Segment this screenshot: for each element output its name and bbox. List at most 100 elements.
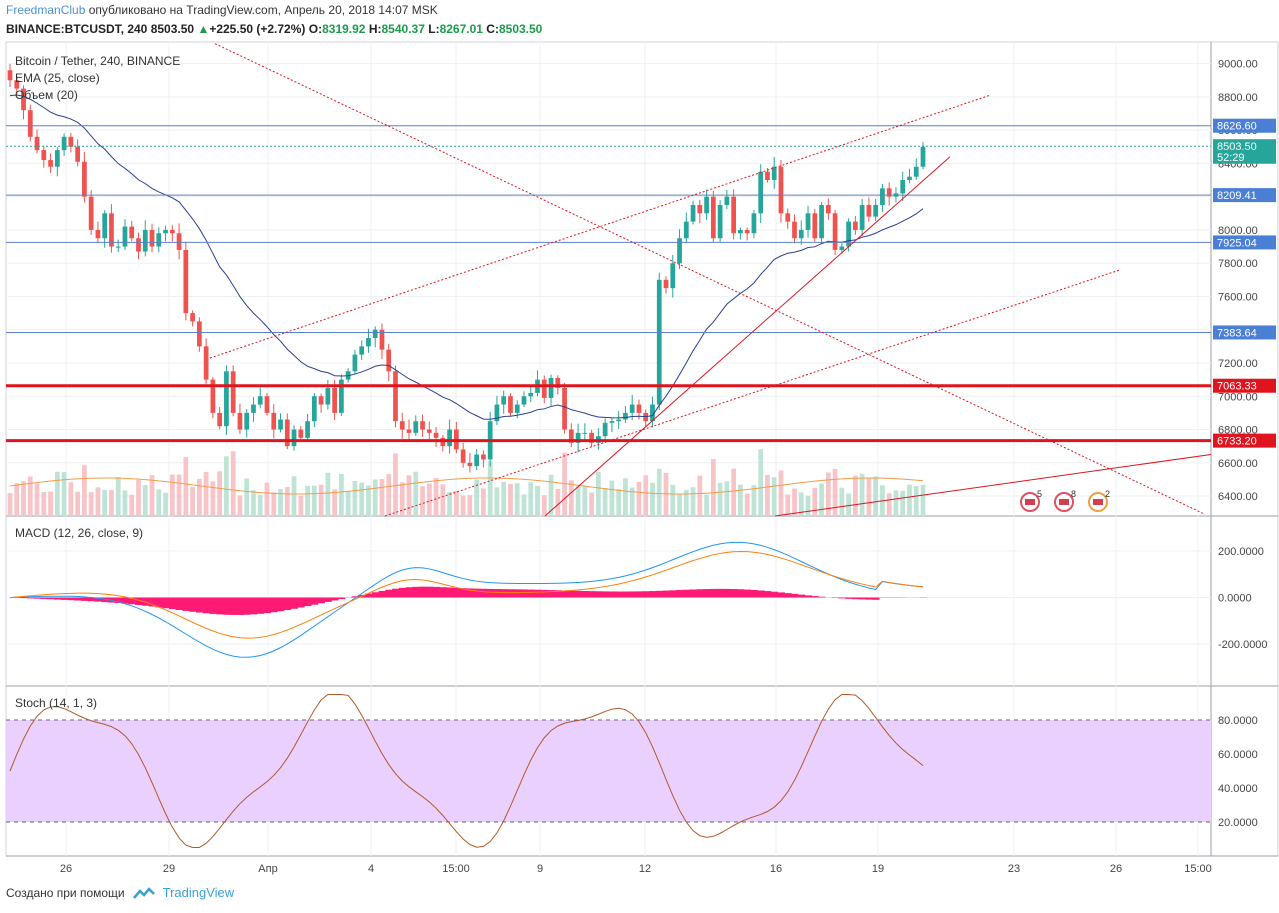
volume-bar <box>366 485 371 516</box>
publish-info: FreedmanClub опубликовано на TradingView… <box>6 3 438 17</box>
volume-bar <box>352 480 358 516</box>
legend-title: Bitcoin / Tether, 240, BINANCE <box>15 54 181 68</box>
candle-body <box>751 213 757 234</box>
volume-bar <box>825 472 831 516</box>
volume-bar <box>264 482 270 516</box>
volume-bar <box>839 487 845 516</box>
candle-body <box>102 213 108 239</box>
candle-body <box>873 204 879 217</box>
volume-bar <box>636 481 642 516</box>
macd-hist-bar <box>175 597 183 610</box>
last-price: 8503.50 <box>150 22 195 36</box>
candle-body <box>237 412 243 430</box>
candle-body <box>886 188 892 197</box>
tradingview-logo-icon <box>132 886 155 899</box>
volume-bar <box>169 474 175 516</box>
volume-bar <box>853 475 858 516</box>
change-value: +225.50 (+2.72%) <box>209 22 306 36</box>
volume-bar <box>758 449 764 516</box>
volume-bar <box>298 495 304 516</box>
candle-body <box>839 246 845 250</box>
macd-hist-bar <box>608 591 616 598</box>
price-label: 7063.33 <box>1217 381 1257 393</box>
volume-bar <box>257 495 263 516</box>
candle-body <box>359 346 365 355</box>
candle-body <box>352 354 358 372</box>
channel-upper <box>209 94 991 359</box>
macd-hist-bar <box>838 597 846 599</box>
volume-bar <box>305 485 310 516</box>
macd-hist-bar <box>703 589 711 598</box>
macd-hist-bar <box>737 589 745 598</box>
macd-hist-bar <box>723 588 731 598</box>
candle-body <box>271 412 277 430</box>
macd-hist-bar <box>33 597 41 599</box>
price-label-box <box>1213 325 1276 340</box>
stoch-y-tick: 40.0000 <box>1218 783 1258 795</box>
candle-body <box>413 421 419 433</box>
candle-body <box>636 404 642 413</box>
volume-bar <box>650 482 655 516</box>
y-tick-label: 7000.00 <box>1218 391 1258 403</box>
macd-hist-bar <box>777 592 785 598</box>
volume-bar <box>602 487 608 516</box>
candle-body <box>616 419 622 422</box>
h-label: H: <box>368 22 382 36</box>
volume-bar <box>311 485 317 516</box>
candle-body <box>88 196 94 230</box>
macd-hist-bar <box>310 597 319 605</box>
macd-hist-bar <box>513 589 522 598</box>
stoch-y-tick: 60.0000 <box>1218 749 1258 761</box>
macd-hist-bar <box>432 586 440 598</box>
volume-bar <box>589 492 594 516</box>
volume-bar <box>866 477 872 516</box>
macd-hist-bar <box>689 589 697 598</box>
candle-body <box>575 432 581 443</box>
candle-body <box>61 136 67 151</box>
ema-line <box>9 94 924 420</box>
candle-body <box>291 429 297 447</box>
volume-bar <box>805 495 811 516</box>
volume-bar <box>521 494 527 516</box>
candle-body <box>379 329 385 350</box>
x-tick-label: Апр <box>258 863 277 875</box>
y-tick-label: 7200.00 <box>1218 358 1258 370</box>
volume-bar <box>345 491 351 516</box>
footer-brand[interactable]: TradingView <box>162 885 235 900</box>
candle-body <box>82 161 87 197</box>
macd-hist-bar <box>554 590 562 598</box>
volume-bar <box>149 475 155 516</box>
brand-link[interactable]: FreedmanClub <box>6 3 86 17</box>
volume-bar <box>230 451 236 516</box>
volume-bar <box>643 475 649 516</box>
legend-ema: EMA (25, close) <box>15 71 100 85</box>
volume-bar <box>575 486 581 516</box>
y-tick-label: 6800.00 <box>1218 425 1258 437</box>
volume-bar <box>190 487 195 516</box>
volume-bar <box>724 481 730 516</box>
volume-bar <box>142 485 148 516</box>
candle-body <box>149 229 155 247</box>
macd-hist-bar <box>500 589 508 598</box>
trendline-low <box>774 453 1212 517</box>
volume-bar <box>14 483 20 516</box>
candle-body <box>805 213 811 230</box>
macd-hist-bar <box>148 597 156 607</box>
candle-body <box>278 419 283 430</box>
x-tick-label: 15:00 <box>442 863 470 875</box>
volume-bar <box>859 473 865 516</box>
candle-body <box>21 88 26 111</box>
candle-body <box>230 371 236 413</box>
candle-body <box>683 221 689 239</box>
volume-bar <box>819 483 824 516</box>
x-tick-label: 12 <box>639 863 651 875</box>
macd-hist-bar <box>141 597 150 606</box>
x-tick-label: 23 <box>1008 863 1020 875</box>
macd-hist-bar <box>730 589 738 598</box>
o-label: O: <box>308 22 323 36</box>
stoch-line <box>9 694 924 849</box>
volume-bar <box>474 479 480 516</box>
y-tick-label: 6400.00 <box>1218 491 1258 503</box>
macd-hist-bar <box>601 591 610 598</box>
